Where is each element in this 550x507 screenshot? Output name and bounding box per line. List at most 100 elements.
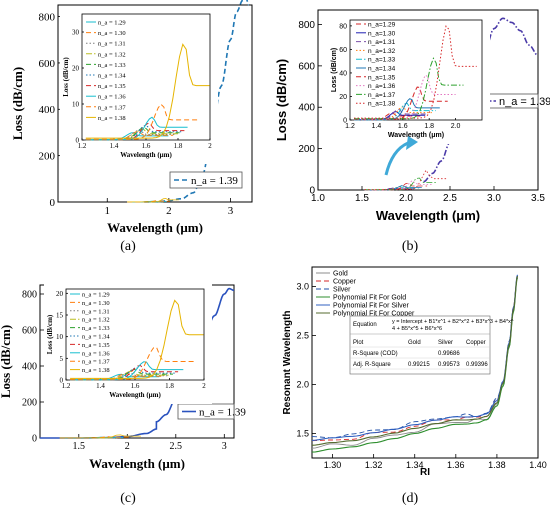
inset-legend-label: n_a = 1.30 <box>98 30 126 37</box>
inset-ytick-label: 5 <box>60 355 64 363</box>
inset-legend-label: n_a = 1.37 <box>82 359 110 366</box>
inset-legend-label: n_a=1.32 <box>368 48 396 55</box>
main-ytick-label: 400 <box>39 104 56 116</box>
inset-legend-label: n_a=1.33 <box>368 57 396 64</box>
inset-xtick-label: 1.2 <box>345 123 355 130</box>
inset-ytick-label: 80 <box>339 23 347 30</box>
main-ytick-label: 800 <box>298 20 315 31</box>
main-ytick-label: 0 <box>32 434 37 445</box>
inset-frame <box>349 19 483 121</box>
panel-label-a: (a) <box>120 239 136 254</box>
fit-table-cell: Adj. R-Square <box>353 362 391 368</box>
inset-series-line <box>354 106 432 121</box>
inset-legend-label: n_a=1.30 <box>368 30 396 37</box>
y-axis-title: Loss (dB/cm) <box>10 67 25 140</box>
fit-table-cell: 0.99573 <box>438 362 460 368</box>
inset-legend-label: n_a = 1.29 <box>98 20 126 27</box>
main-xtick-label: 1.34 <box>406 460 424 470</box>
main-ytick-label: 600 <box>22 326 37 337</box>
legend-label: n_a = 1.39 <box>191 175 238 187</box>
inset-ytick-label: 20 <box>56 290 64 298</box>
main-xtick-label: 2 <box>166 205 172 217</box>
main-ytick-label: 1.5 <box>296 429 309 439</box>
main-ytick-label: 600 <box>298 61 315 72</box>
fit-table-cell: 0.99215 <box>408 362 430 368</box>
inset-y-axis-title: Loss (dB/cm) <box>331 48 338 92</box>
fit-table-cell: 0.99686 <box>438 351 460 357</box>
inset-background <box>328 14 490 144</box>
inset-legend-label: n_a = 1.32 <box>82 317 110 324</box>
inset-xtick-label: 1.8 <box>174 142 183 150</box>
inset-x-axis-title: Wavelength (μm) <box>109 391 161 399</box>
main-ytick-label: 0 <box>309 186 315 197</box>
inset-series-line <box>70 299 204 379</box>
legend-label: Polynomial Fit For Gold <box>333 295 406 302</box>
y-axis-title: Resonant Wavelength <box>282 310 293 414</box>
inset-xtick-label: 1.4 <box>110 142 119 150</box>
inset-series-line <box>85 126 180 141</box>
panel-label-c: (c) <box>120 491 136 506</box>
legend-label: Polynomial Fit For Silver <box>333 303 410 310</box>
main-ytick-label: 600 <box>39 58 56 70</box>
series-line <box>311 275 519 446</box>
inset-ytick-label: 0 <box>343 117 347 124</box>
panel-label-b: (b) <box>402 239 419 254</box>
main-ytick-label: 200 <box>22 398 37 409</box>
legend-label: Polynomial Fit For Copper <box>333 311 415 318</box>
main-resonance-line <box>364 182 428 191</box>
inset-xtick-label: 1.6 <box>131 382 140 390</box>
main-ytick-label: 400 <box>22 362 37 373</box>
main-xtick-label: 2.5 <box>443 193 457 204</box>
main-xtick-label: 1.40 <box>529 460 547 470</box>
inset-ytick-label: 20 <box>339 94 347 101</box>
main-frame <box>311 266 539 459</box>
fit-table-cell: Silver <box>438 340 453 346</box>
inset-ytick-label: 10 <box>72 100 80 108</box>
main-resonance-line <box>59 434 141 439</box>
main-xtick-label: 2.5 <box>170 441 183 452</box>
main-xtick-label: 1.38 <box>488 460 506 470</box>
inset-ytick-label: 0 <box>60 376 64 384</box>
main-ytick-label: 400 <box>298 103 315 114</box>
inset-xtick-label: 1.2 <box>62 382 71 390</box>
inset-x-axis-title: Wavelength (μm) <box>120 151 172 159</box>
legend-label: Gold <box>333 271 348 278</box>
main-xtick-label: 3 <box>222 441 227 452</box>
fit-table <box>349 315 491 375</box>
inset-ytick-label: 10 <box>56 333 64 341</box>
main-ytick-label: 2.0 <box>296 380 309 390</box>
inset-ytick-label: 30 <box>72 28 80 36</box>
main-xtick-label: 1.5 <box>355 193 369 204</box>
inset-ytick-label: 60 <box>339 47 347 54</box>
inset-legend-label: n_a = 1.37 <box>98 104 126 111</box>
main-series-line <box>423 17 539 183</box>
inset-legend-label: n_a = 1.32 <box>98 51 126 58</box>
inset-legend-label: n_a = 1.36 <box>82 350 110 357</box>
inset-x-axis-title: Wavelength (μm) <box>388 132 444 139</box>
x-axis-title: Wavelength (μm) <box>89 456 185 471</box>
main-resonance-line <box>364 177 438 191</box>
main-xtick-label: 1.0 <box>311 193 325 204</box>
inset-arrow <box>384 141 409 176</box>
inset-xtick-label: 2 <box>202 382 206 390</box>
inset-legend-label: n_a = 1.34 <box>82 334 110 341</box>
inset-series-line <box>70 367 175 381</box>
inset-legend-label: n_a = 1.38 <box>82 367 110 374</box>
panel-label-d: (d) <box>402 491 419 506</box>
legend-label: n_a = 1.39 <box>499 96 550 108</box>
main-xtick-label: 1.5 <box>73 441 86 452</box>
inset-series-line <box>85 103 198 140</box>
inset-series-line <box>354 86 448 120</box>
main-ytick-label: 200 <box>298 144 315 155</box>
fit-table-equation-cont: 4 + B5*x^5 + B6*x^6 <box>392 326 442 332</box>
inset-legend-label: n_a=1.34 <box>368 66 396 73</box>
legend-label: Copper <box>333 279 357 286</box>
inset-series-line <box>354 25 477 119</box>
inset-legend-label: n_a=1.35 <box>368 74 396 81</box>
inset-series-line <box>70 346 194 380</box>
inset-legend-label: n_a = 1.30 <box>82 300 110 307</box>
main-xtick-label: 1.30 <box>324 460 342 470</box>
main-xtick-label: 3.0 <box>487 193 501 204</box>
